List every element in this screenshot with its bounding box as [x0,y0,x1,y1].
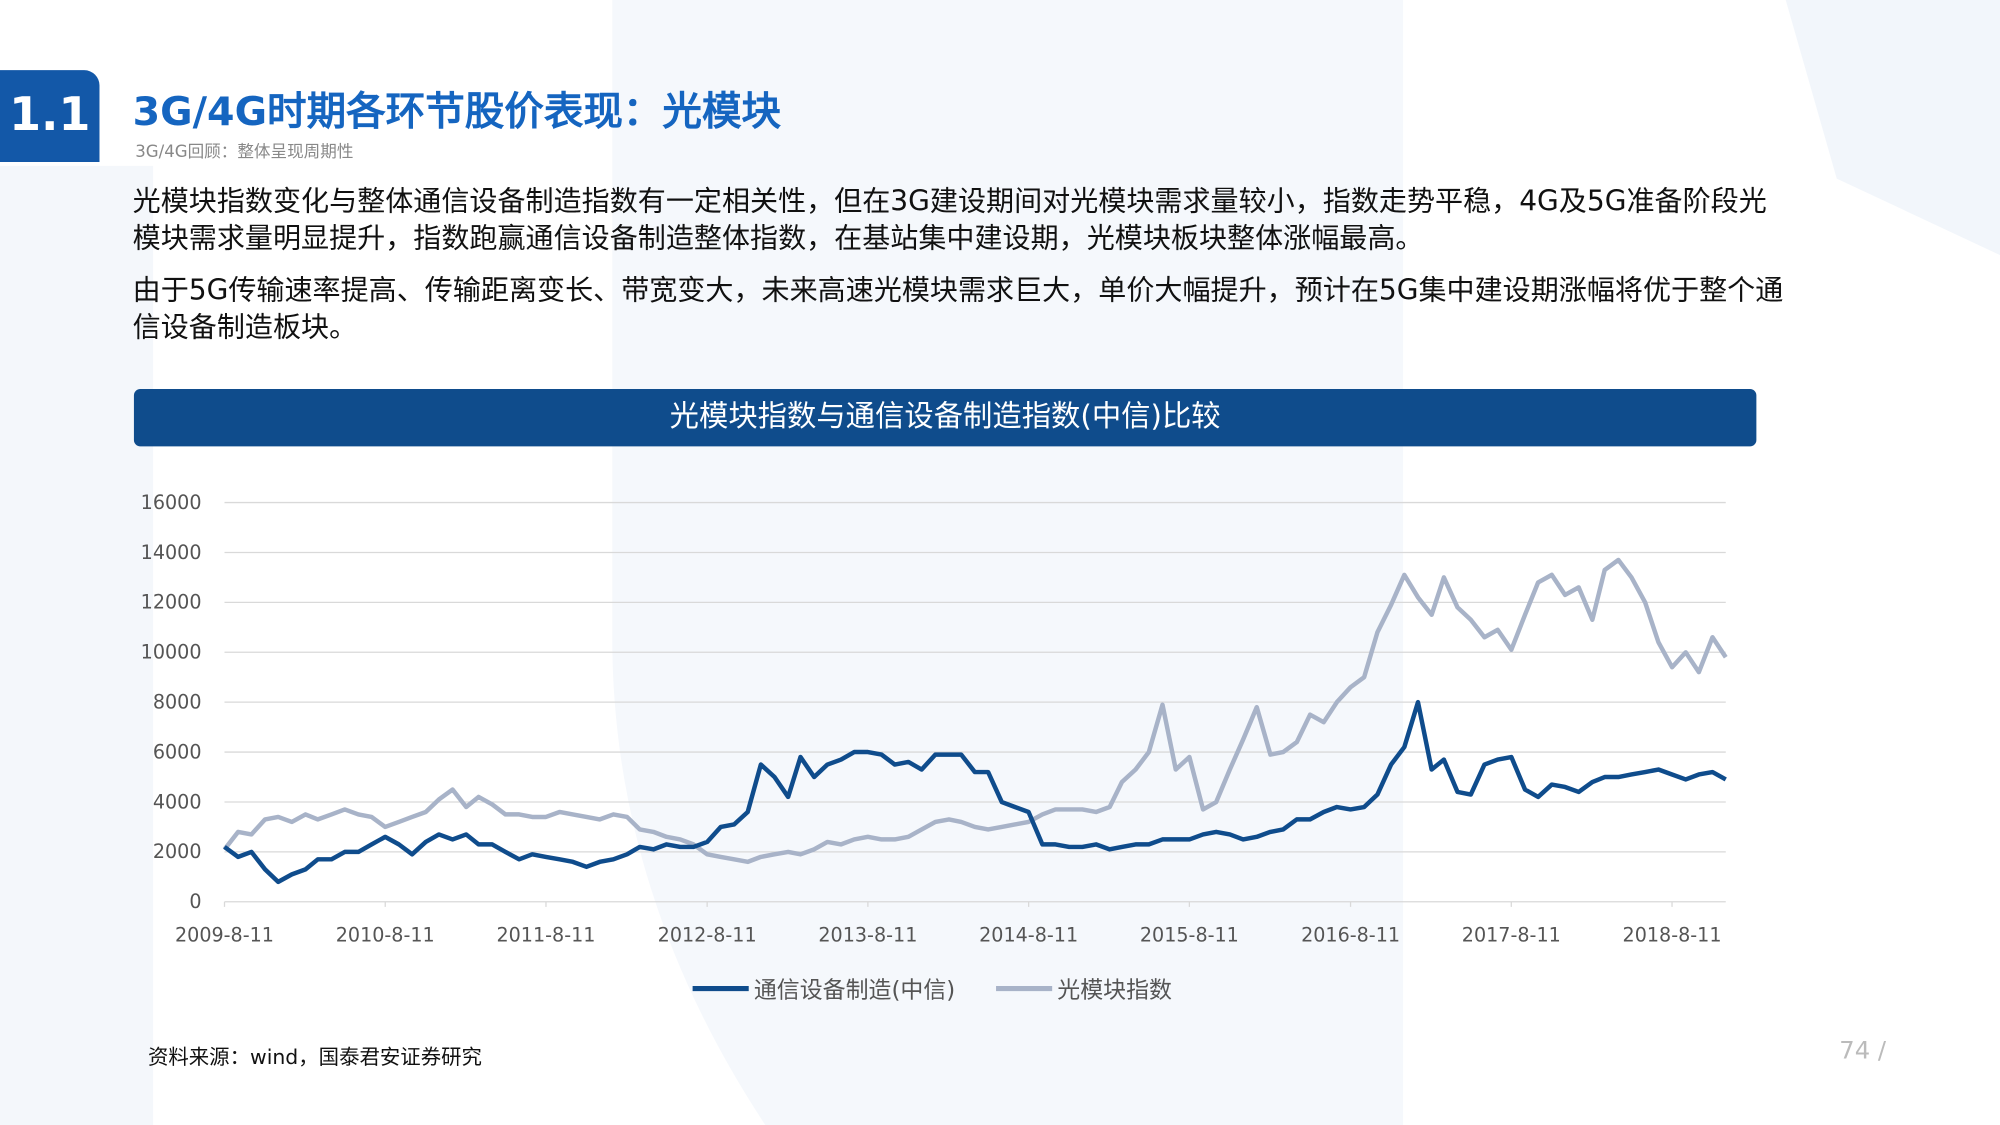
section-badge: 1.1 [0,70,100,162]
legend-label: 光模块指数 [1057,977,1172,1003]
y-tick-label: 0 [189,890,201,913]
legend-label: 通信设备制造(中信) [754,977,955,1003]
series-line [222,557,1728,865]
x-tick-label: 2010-8-11 [336,923,435,946]
source-note: 资料来源：wind，国泰君安证券研究 [147,1044,482,1069]
y-tick-label: 4000 [153,790,202,813]
x-tick-label: 2013-8-11 [818,923,917,946]
x-tick-label: 2017-8-11 [1462,923,1561,946]
y-tick-label: 2000 [153,840,202,863]
x-tick-label: 2009-8-11 [175,923,274,946]
x-tick-label: 2016-8-11 [1301,923,1400,946]
series-line [223,699,1727,885]
x-tick-label: 2012-8-11 [658,923,757,946]
paragraph: 由于5G传输速率提高、传输距离变长、带宽变大，未来高速光模块需求巨大，单价大幅提… [132,275,1784,345]
x-tick-label: 2015-8-11 [1140,923,1239,946]
y-tick-label: 14000 [141,541,202,564]
slide-subtitle: 3G/4G回顾：整体呈现周期性 [135,142,354,162]
y-tick-label: 8000 [153,691,202,714]
y-tick-label: 10000 [141,641,202,664]
x-tick-label: 2018-8-11 [1623,923,1722,946]
page-number: 74 / [1839,1036,1887,1066]
x-tick-label: 2011-8-11 [496,923,595,946]
y-tick-label: 16000 [141,491,202,514]
y-tick-label: 6000 [153,740,202,763]
chart: 0 2000 4000 6000 8000 10000 12000 14000 16000 200… [141,491,1728,1003]
chart-title: 光模块指数与通信设备制造指数(中信)比较 [133,389,1757,447]
paragraph: 光模块指数变化与整体通信设备制造指数有一定相关性，但在3G建设期间对光模块需求量… [132,186,1767,256]
slide-title: 3G/4G时期各环节股价表现：光模块 [132,89,782,136]
x-tick-label: 2014-8-11 [979,923,1078,946]
y-tick-label: 12000 [141,591,202,614]
